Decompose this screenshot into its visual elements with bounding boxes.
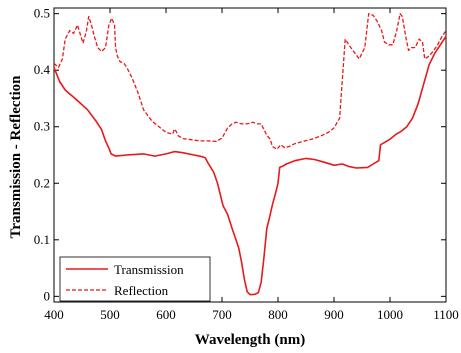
x-tick-label: 700 (212, 307, 232, 322)
y-tick-label: 0 (44, 288, 51, 303)
series-line-reflection (53, 13, 447, 150)
x-tick-label: 400 (44, 307, 64, 322)
legend-label-transmission: Transmission (114, 262, 184, 277)
y-tick-label: 0.5 (34, 6, 50, 21)
x-tick-label: 900 (324, 307, 344, 322)
y-axis-ticks: 0 0.1 0.2 0.3 0.4 0.5 (34, 6, 446, 303)
series-layer (53, 13, 447, 296)
series-line-transmission (53, 35, 447, 296)
legend-box (59, 256, 211, 302)
y-axis-title: Transmission - Reflection (8, 75, 24, 239)
legend: Transmission Reflection (59, 256, 211, 302)
x-tick-label: 1100 (433, 307, 459, 322)
y-tick-label: 0.1 (34, 232, 50, 247)
x-axis-title: Wavelength (nm) (195, 332, 305, 348)
legend-label-reflection: Reflection (114, 283, 169, 298)
x-tick-label: 1000 (377, 307, 403, 322)
x-tick-label: 600 (156, 307, 176, 322)
y-tick-label: 0.4 (34, 62, 51, 77)
x-tick-label: 800 (268, 307, 288, 322)
y-tick-label: 0.2 (34, 175, 50, 190)
y-tick-label: 0.3 (34, 119, 50, 134)
x-axis-ticks: 400 500 600 700 800 900 1000 1100 (44, 8, 459, 322)
x-tick-label: 500 (100, 307, 120, 322)
